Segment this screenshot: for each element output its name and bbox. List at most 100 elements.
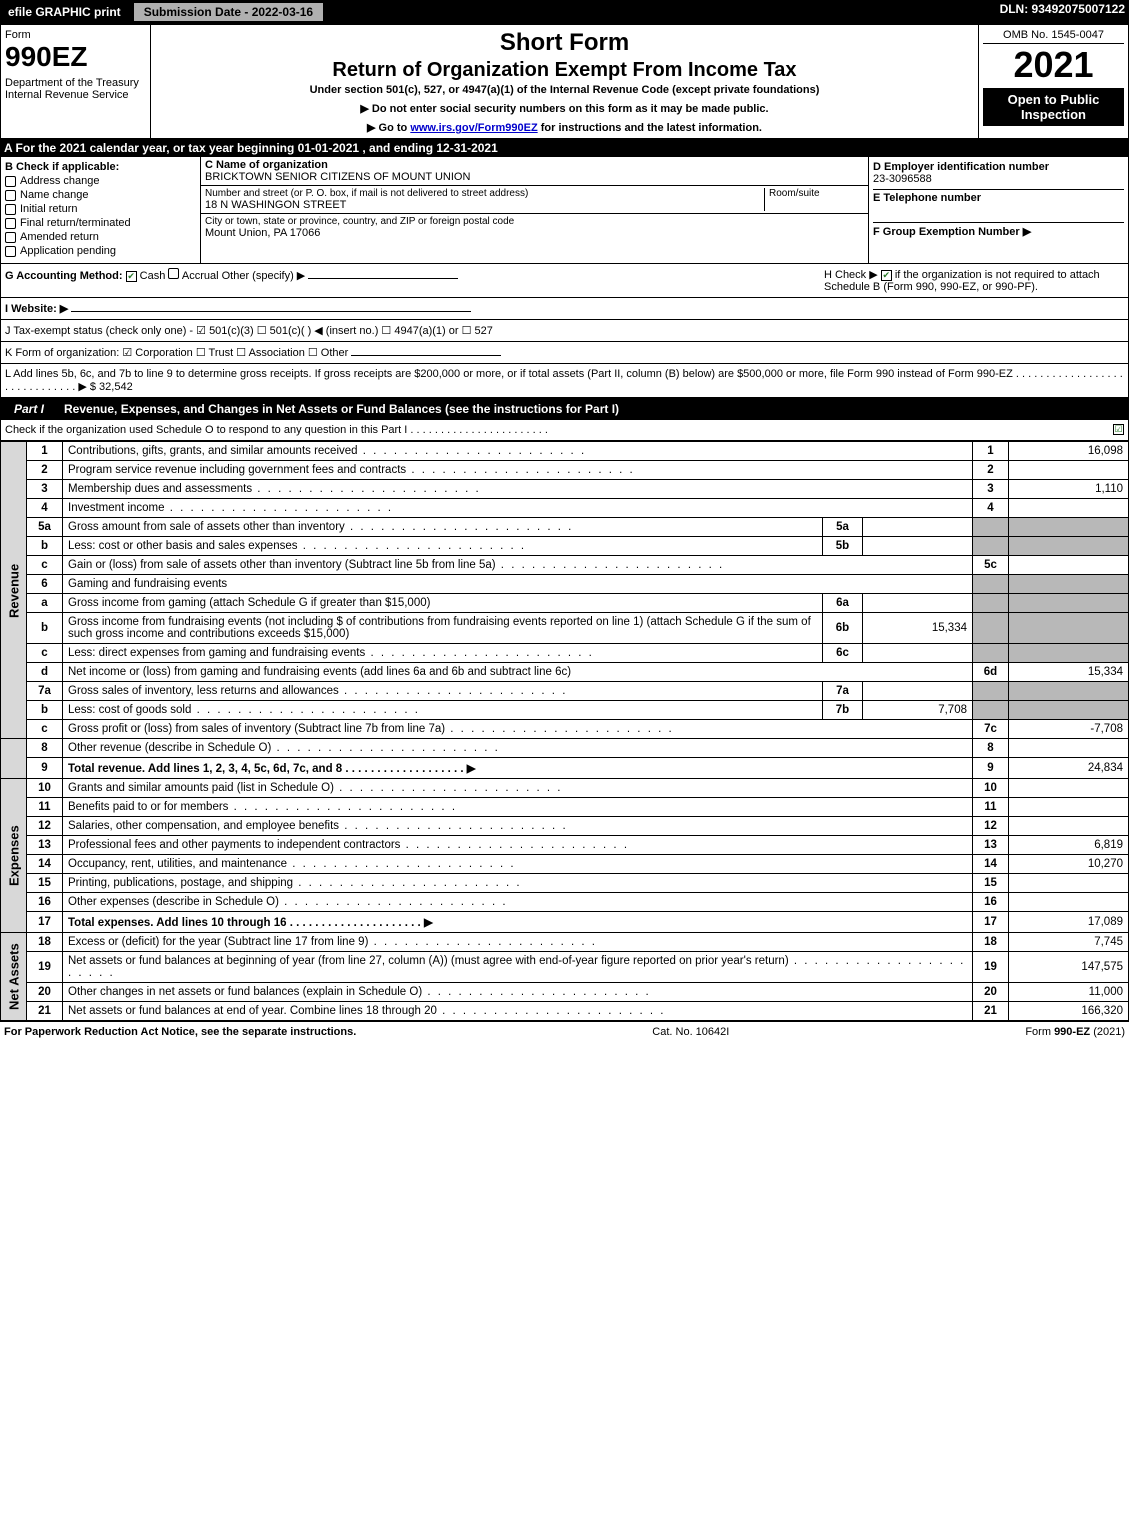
check-address-change[interactable]: Address change [5,175,196,187]
line-5b: b Less: cost or other basis and sales ex… [1,537,1129,556]
part-1-label: Part I [6,400,52,418]
g-label: G Accounting Method: [5,270,123,282]
other-org-input[interactable] [351,355,501,356]
revenue-side-label: Revenue [1,442,27,739]
f-header: F Group Exemption Number ▶ [873,225,1124,238]
c-street-label: Number and street (or P. O. box, if mail… [205,188,764,199]
line-21: 21 Net assets or fund balances at end of… [1,1002,1129,1021]
section-d: D Employer identification number 23-3096… [868,157,1128,263]
check-cash[interactable]: ✔ [126,271,137,282]
row-j: J Tax-exempt status (check only one) - ☑… [0,320,1129,342]
room-label: Room/suite [769,188,864,199]
checkbox-icon [5,246,16,257]
checkbox-icon [5,190,16,201]
line-7c: c Gross profit or (loss) from sales of i… [1,720,1129,739]
submission-date: Submission Date - 2022-03-16 [133,2,324,22]
line-13: 13 Professional fees and other payments … [1,836,1129,855]
line-17: 17 Total expenses. Add lines 10 through … [1,912,1129,933]
d-header: D Employer identification number [873,161,1124,173]
row-g: G Accounting Method: ✔ Cash Accrual Othe… [5,268,458,293]
row-h: H Check ▶ ✔ if the organization is not r… [824,268,1124,293]
line-11: 11 Benefits paid to or for members 11 [1,798,1129,817]
page-footer: For Paperwork Reduction Act Notice, see … [0,1021,1129,1042]
row-i: I Website: ▶ [0,298,1129,320]
schedule-o-check[interactable]: ☑ [1113,424,1124,435]
section-c: C Name of organization BRICKTOWN SENIOR … [201,157,868,263]
footer-left: For Paperwork Reduction Act Notice, see … [4,1026,356,1038]
website-input[interactable] [71,311,471,312]
check-amended-return[interactable]: Amended return [5,231,196,243]
checkbox-icon [5,176,16,187]
check-final-return[interactable]: Final return/terminated [5,217,196,229]
line-10: Expenses 10 Grants and similar amounts p… [1,779,1129,798]
netassets-side-label: Net Assets [1,933,27,1021]
check-initial-return[interactable]: Initial return [5,203,196,215]
line-6: 6 Gaming and fundraising events [1,575,1129,594]
form-word: Form [5,29,146,41]
section-b-header: B Check if applicable: [5,161,196,173]
check-accrual[interactable] [168,268,179,279]
instruction-ssn: ▶ Do not enter social security numbers o… [155,102,974,115]
line-4: 4 Investment income 4 [1,499,1129,518]
row-k: K Form of organization: ☑ Corporation ☐ … [0,342,1129,364]
inspection-badge: Open to Public Inspection [983,88,1124,126]
omb-number: OMB No. 1545-0047 [983,29,1124,44]
line-7a: 7a Gross sales of inventory, less return… [1,682,1129,701]
top-bar: efile GRAPHIC print Submission Date - 20… [0,0,1129,24]
instruction-link-row: ▶ Go to www.irs.gov/Form990EZ for instru… [155,121,974,134]
sections-bcd: B Check if applicable: Address change Na… [0,157,1129,264]
dln-label: DLN: 93492075007122 [1000,2,1125,22]
line-8: 8 Other revenue (describe in Schedule O)… [1,739,1129,758]
check-application-pending[interactable]: Application pending [5,245,196,257]
other-specify-input[interactable] [308,278,458,279]
line-6b: b Gross income from fundraising events (… [1,613,1129,644]
part-1-header: Part I Revenue, Expenses, and Changes in… [0,398,1129,420]
checkbox-icon [5,218,16,229]
line-6c: c Less: direct expenses from gaming and … [1,644,1129,663]
org-city: Mount Union, PA 17066 [205,227,864,239]
gross-receipts: 32,542 [99,381,133,393]
line-1: Revenue 1 Contributions, gifts, grants, … [1,442,1129,461]
line-5c: c Gain or (loss) from sale of assets oth… [1,556,1129,575]
checkbox-icon [5,232,16,243]
line-6d: d Net income or (loss) from gaming and f… [1,663,1129,682]
line-19: 19 Net assets or fund balances at beginn… [1,952,1129,983]
part-1-title: Revenue, Expenses, and Changes in Net As… [64,402,1123,416]
line-20: 20 Other changes in net assets or fund b… [1,983,1129,1002]
line-7b: b Less: cost of goods sold 7b 7,708 [1,701,1129,720]
section-b: B Check if applicable: Address change Na… [1,157,201,263]
line-14: 14 Occupancy, rent, utilities, and maint… [1,855,1129,874]
row-g-h: G Accounting Method: ✔ Cash Accrual Othe… [0,264,1129,298]
line-6a: a Gross income from gaming (attach Sched… [1,594,1129,613]
checkbox-icon [5,204,16,215]
header-right: OMB No. 1545-0047 2021 Open to Public In… [978,25,1128,138]
check-name-change[interactable]: Name change [5,189,196,201]
tax-year: 2021 [983,44,1124,86]
expenses-side-label: Expenses [1,779,27,933]
line-3: 3 Membership dues and assessments 3 1,11… [1,480,1129,499]
efile-label: efile GRAPHIC print [4,3,125,21]
header-center: Short Form Return of Organization Exempt… [151,25,978,138]
part-1-table: Revenue 1 Contributions, gifts, grants, … [0,441,1129,1021]
c-name-label: C Name of organization [205,159,864,171]
line-2: 2 Program service revenue including gove… [1,461,1129,480]
section-a: A For the 2021 calendar year, or tax yea… [0,139,1129,157]
header-left: Form 990EZ Department of the Treasury In… [1,25,151,138]
department-label: Department of the Treasury Internal Reve… [5,77,146,101]
line-9: 9 Total revenue. Add lines 1, 2, 3, 4, 5… [1,758,1129,779]
e-header: E Telephone number [873,192,1124,204]
line-18: Net Assets 18 Excess or (deficit) for th… [1,933,1129,952]
line-15: 15 Printing, publications, postage, and … [1,874,1129,893]
irs-link[interactable]: www.irs.gov/Form990EZ [410,122,537,134]
line-12: 12 Salaries, other compensation, and emp… [1,817,1129,836]
check-schedule-b[interactable]: ✔ [881,270,892,281]
org-name: BRICKTOWN SENIOR CITIZENS OF MOUNT UNION [205,171,864,183]
c-city-label: City or town, state or province, country… [205,216,864,227]
ein-value: 23-3096588 [873,173,1124,185]
header-subtitle: Under section 501(c), 527, or 4947(a)(1)… [155,84,974,96]
footer-center: Cat. No. 10642I [652,1026,729,1038]
instr2-pre: ▶ Go to [367,122,410,134]
line-16: 16 Other expenses (describe in Schedule … [1,893,1129,912]
return-title: Return of Organization Exempt From Incom… [155,59,974,82]
form-number: 990EZ [5,41,146,73]
